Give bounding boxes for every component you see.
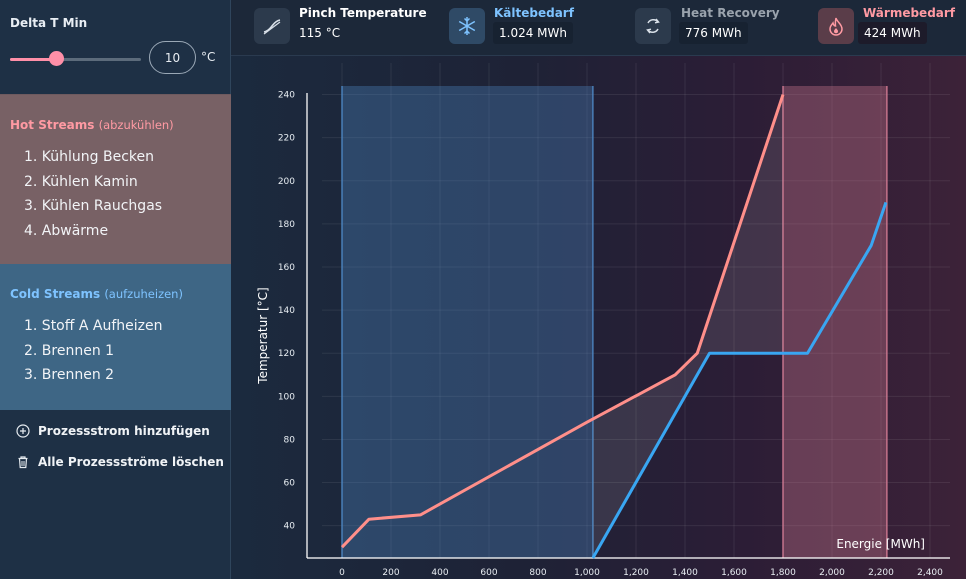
x-tick-label: 0 <box>339 568 345 578</box>
hot-stream-item[interactable]: 2. Kühlen Kamin <box>24 173 138 190</box>
y-tick-label: 60 <box>284 479 296 489</box>
composite-curve-chart: 0 200 400 600 800 1,000 1,200 1,400 1,600 1,800 2,… <box>256 63 950 578</box>
kpi-title: Heat Recovery <box>681 6 780 20</box>
delta-t-section: Delta T Min 10 °C <box>0 0 231 94</box>
hot-streams-heading: Hot Streams (abzukühlen) <box>10 118 174 132</box>
hot-streams-section: Hot Streams (abzukühlen) 1. Kühlung Beck… <box>0 94 231 264</box>
x-tick-label: 2,400 <box>917 568 943 578</box>
hot-streams-title: Hot Streams <box>10 118 95 132</box>
y-tick-label: 40 <box>284 522 296 532</box>
kpi-value: 424 MWh <box>858 22 927 44</box>
x-tick-label: 400 <box>431 568 448 578</box>
kpi-value: 776 MWh <box>679 22 748 44</box>
kpi-title: Kältebedarf <box>494 6 574 20</box>
delta-t-unit: °C <box>201 50 216 64</box>
y-tick-label: 220 <box>278 134 295 144</box>
kpi-title: Wärmebedarf <box>863 6 956 20</box>
flame-icon <box>818 8 854 44</box>
cold-streams-subtitle: (aufzuheizen) <box>104 287 183 301</box>
region-band <box>783 86 887 558</box>
x-tick-label: 2,000 <box>819 568 845 578</box>
cold-streams-title: Cold Streams <box>10 287 101 301</box>
x-axis-label: Energie [MWh] <box>836 537 925 551</box>
add-process-stream-label: Prozessstrom hinzufügen <box>38 424 210 438</box>
x-tick-label: 1,400 <box>672 568 698 578</box>
delta-t-slider-fill <box>10 58 56 61</box>
kpi-value: 1.024 MWh <box>493 22 573 44</box>
y-tick-label: 100 <box>278 392 295 402</box>
x-tick-label: 600 <box>480 568 497 578</box>
x-tick-label: 200 <box>382 568 399 578</box>
delete-all-streams-button[interactable]: Alle Prozessströme löschen <box>16 455 224 469</box>
cold-stream-item[interactable]: 2. Brennen 1 <box>24 342 115 359</box>
cold-stream-item[interactable]: 1. Stoff A Aufheizen <box>24 318 163 334</box>
sidebar: Delta T Min 10 °C Hot Streams (abzukühle… <box>0 0 231 579</box>
region-band <box>342 86 593 558</box>
cold-stream-item[interactable]: 3. Brennen 2 <box>24 367 115 383</box>
y-axis-label: Temperatur [°C] <box>256 287 270 384</box>
delta-t-label: Delta T Min <box>10 16 88 30</box>
plus-circle-icon <box>16 424 30 438</box>
kpi-value: 115 °C <box>299 26 341 40</box>
y-tick-label: 240 <box>278 91 295 101</box>
x-tick-label: 1,600 <box>721 568 747 578</box>
hot-streams-subtitle: (abzukühlen) <box>98 118 174 132</box>
hot-stream-item[interactable]: 1. Kühlung Becken <box>24 149 155 165</box>
x-tick-label: 1,000 <box>574 568 600 578</box>
heat-recovery-area <box>592 94 783 559</box>
delta-t-slider-thumb[interactable] <box>48 51 64 66</box>
add-process-stream-button[interactable]: Prozessstrom hinzufügen <box>16 424 210 438</box>
y-tick-label: 80 <box>284 435 296 445</box>
hot-stream-list: 1. Kühlung Becken 2. Kühlen Kamin 3. Küh… <box>24 145 162 243</box>
composite-curve-chart-area: 0 200 400 600 800 1,000 1,200 1,400 1,600 1,800 2,… <box>231 56 966 579</box>
hot-stream-item[interactable]: 3. Kühlen Rauchgas <box>24 198 163 214</box>
x-tick-label: 1,200 <box>623 568 649 578</box>
y-tick-label: 120 <box>278 349 295 359</box>
x-tick-label: 2,200 <box>868 568 894 578</box>
kpi-header: Pinch Temperature 115 °C Kältebedarf 1.0… <box>231 0 966 56</box>
trash-icon <box>18 456 28 469</box>
cold-stream-list: 1. Stoff A Aufheizen 2. Brennen 1 3. Bre… <box>24 314 162 388</box>
series-line <box>340 94 785 549</box>
x-tick-label: 800 <box>529 568 546 578</box>
cold-streams-heading: Cold Streams (aufzuheizen) <box>10 287 183 301</box>
snowflake-icon <box>449 8 485 44</box>
cold-streams-section: Cold Streams (aufzuheizen) 1. Stoff A Au… <box>0 264 231 410</box>
delta-t-input[interactable]: 10 <box>149 41 196 74</box>
series-line <box>591 201 888 559</box>
y-tick-label: 140 <box>278 306 295 316</box>
y-tick-label: 180 <box>278 220 295 230</box>
recycle-icon <box>635 8 671 44</box>
kpi-title: Pinch Temperature <box>299 6 427 20</box>
hot-stream-item[interactable]: 4. Abwärme <box>24 222 109 239</box>
y-tick-label: 160 <box>278 263 295 273</box>
delete-all-streams-label: Alle Prozessströme löschen <box>38 455 224 469</box>
pinch-curve-icon <box>254 8 290 44</box>
delta-t-slider-track[interactable] <box>10 58 141 61</box>
x-tick-label: 1,800 <box>770 568 796 578</box>
y-tick-label: 200 <box>278 177 295 187</box>
